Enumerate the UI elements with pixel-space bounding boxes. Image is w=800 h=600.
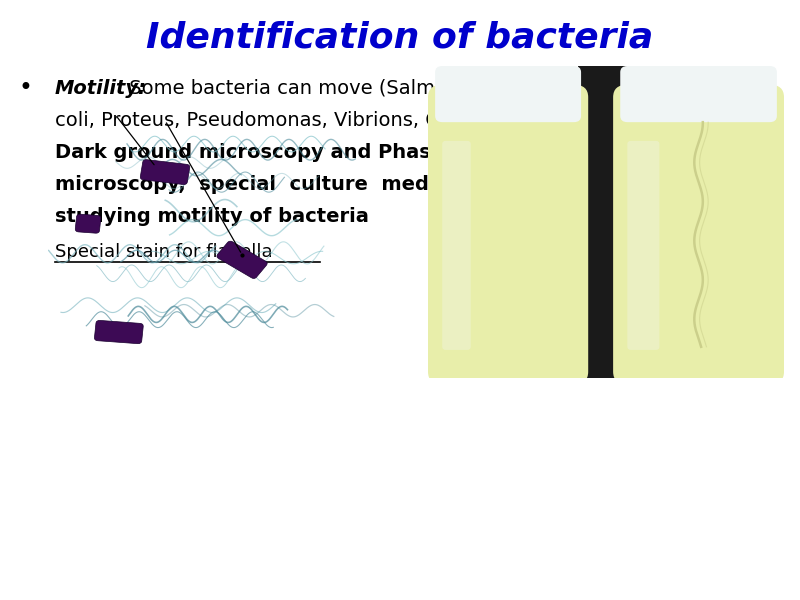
FancyBboxPatch shape [75, 214, 101, 233]
Text: Some bacteria can move (Salmonella, E.: Some bacteria can move (Salmonella, E. [123, 79, 525, 97]
FancyBboxPatch shape [435, 66, 581, 122]
FancyBboxPatch shape [217, 241, 267, 278]
Text: Special stain for flagella: Special stain for flagella [55, 243, 273, 261]
FancyBboxPatch shape [613, 85, 784, 384]
Text: Identification of bacteria: Identification of bacteria [146, 21, 654, 55]
Bar [578, 66, 627, 378]
FancyBboxPatch shape [620, 66, 777, 122]
FancyBboxPatch shape [94, 320, 143, 344]
Text: microscopy,  special  culture  media  use  for: microscopy, special culture media use fo… [55, 175, 546, 193]
Text: Motility:: Motility: [55, 79, 147, 97]
FancyBboxPatch shape [140, 160, 190, 185]
FancyBboxPatch shape [442, 141, 470, 350]
Text: •: • [18, 76, 32, 100]
Text: studying motility of bacteria: studying motility of bacteria [55, 206, 369, 226]
Text: Dark ground microscopy and Phase contrast: Dark ground microscopy and Phase contras… [55, 142, 543, 161]
FancyBboxPatch shape [428, 85, 588, 384]
FancyBboxPatch shape [627, 141, 659, 350]
Text: coli, Proteus, Pseudomonas, Vibrions, Clostridia).: coli, Proteus, Pseudomonas, Vibrions, Cl… [55, 110, 531, 130]
